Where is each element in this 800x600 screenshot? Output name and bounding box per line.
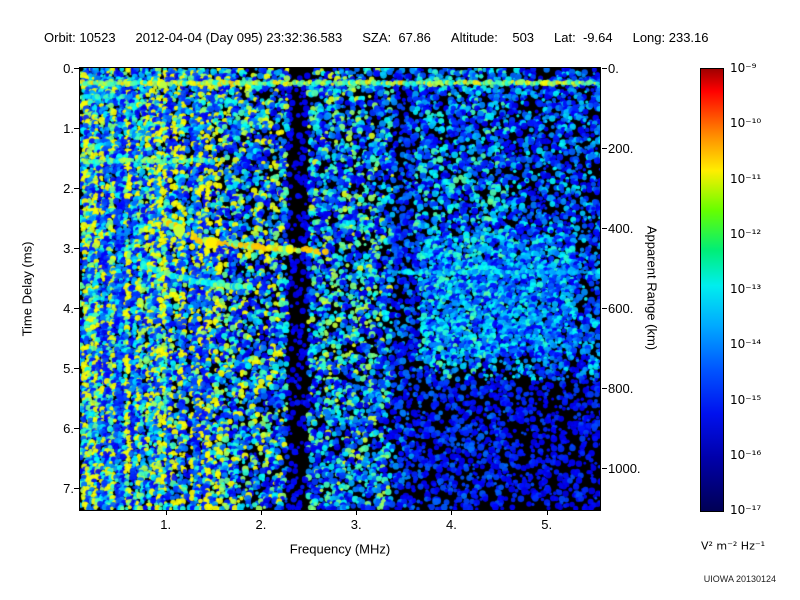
spectrogram-plot [79, 67, 601, 511]
y-tick-label-km: 1000. [608, 460, 641, 476]
colorbar-tick-label: 10⁻¹⁴ [730, 337, 762, 352]
x-axis-label: Frequency (MHz) [289, 541, 391, 557]
y-tick-label-ms: 1. [63, 120, 74, 136]
x-tick-mark [165, 511, 167, 515]
y-axis-label-right: Apparent Range (km) [644, 225, 660, 351]
y-tick-mark-right [602, 387, 607, 389]
header-field: 2012-04-04 (Day 095) 23:32:36.583 [135, 30, 343, 45]
credit: UIOWA 20130124 [703, 574, 776, 584]
y-tick-mark-right [602, 147, 607, 149]
colorbar-tick-label: 10⁻¹⁷ [730, 503, 762, 517]
colorbar [700, 68, 724, 512]
colorbar-tick-label: 10⁻¹² [730, 226, 762, 241]
colorbar-tick-label: 10⁻¹⁵ [730, 392, 762, 407]
y-tick-mark-left [74, 307, 79, 309]
y-tick-label-km: 400. [608, 220, 634, 236]
y-tick-label-km: 0. [608, 61, 619, 76]
header-field: Long: 233.16 [632, 30, 709, 45]
y-tick-mark-right [602, 227, 607, 229]
x-tick-mark [451, 511, 453, 515]
y-tick-label-km: 800. [608, 380, 634, 396]
y-axis-label-left: Time Delay (ms) [19, 241, 35, 337]
y-tick-mark-left [74, 247, 79, 249]
y-tick-label-km: 600. [608, 300, 634, 316]
colorbar-tick-label: 10⁻⁹ [730, 61, 757, 75]
y-tick-mark-left [74, 127, 79, 129]
y-tick-mark-left [74, 367, 79, 369]
colorbar-gradient [701, 69, 723, 511]
header-field: Lat: -9.64 [554, 30, 613, 45]
y-tick-mark-left [74, 68, 79, 69]
header-field: SZA: 67.86 [362, 30, 431, 45]
x-tick-label: 5. [541, 517, 553, 532]
y-tick-label-km: 200. [608, 140, 634, 156]
x-tick-label: 2. [255, 517, 267, 532]
x-tick-mark [546, 511, 548, 515]
x-tick-mark [356, 511, 358, 515]
y-tick-mark-right [602, 467, 607, 469]
x-tick-mark [260, 511, 262, 515]
colorbar-units: V² m⁻² Hz⁻¹ [700, 539, 766, 553]
y-tick-label-ms: 6. [63, 420, 74, 436]
x-tick-label: 4. [446, 517, 457, 532]
y-tick-label-ms: 0. [63, 61, 74, 76]
y-tick-label-ms: 7. [63, 480, 74, 496]
colorbar-tick-label: 10⁻¹³ [730, 282, 762, 296]
header-field: Orbit: 10523 [44, 30, 116, 45]
spectrogram-canvas [80, 68, 600, 510]
colorbar-tick-label: 10⁻¹⁰ [730, 116, 762, 131]
x-tick-label: 1. [160, 517, 172, 532]
y-tick-mark-right [602, 68, 607, 69]
y-tick-mark-right [602, 307, 607, 309]
y-tick-mark-left [74, 487, 79, 489]
y-tick-label-ms: 3. [63, 240, 74, 256]
colorbar-tick-label: 10⁻¹¹ [730, 171, 762, 186]
header: Orbit: 10523 2012-04-04 (Day 095) 23:32:3… [44, 30, 709, 45]
y-tick-label-ms: 4. [63, 300, 74, 316]
y-tick-label-ms: 5. [63, 360, 74, 376]
y-tick-mark-left [74, 187, 79, 189]
x-tick-label: 3. [350, 517, 362, 532]
header-field: Altitude: 503 [450, 30, 535, 45]
colorbar-tick-label: 10⁻¹⁶ [730, 447, 762, 462]
y-tick-mark-left [74, 427, 79, 429]
y-tick-label-ms: 2. [63, 180, 74, 196]
